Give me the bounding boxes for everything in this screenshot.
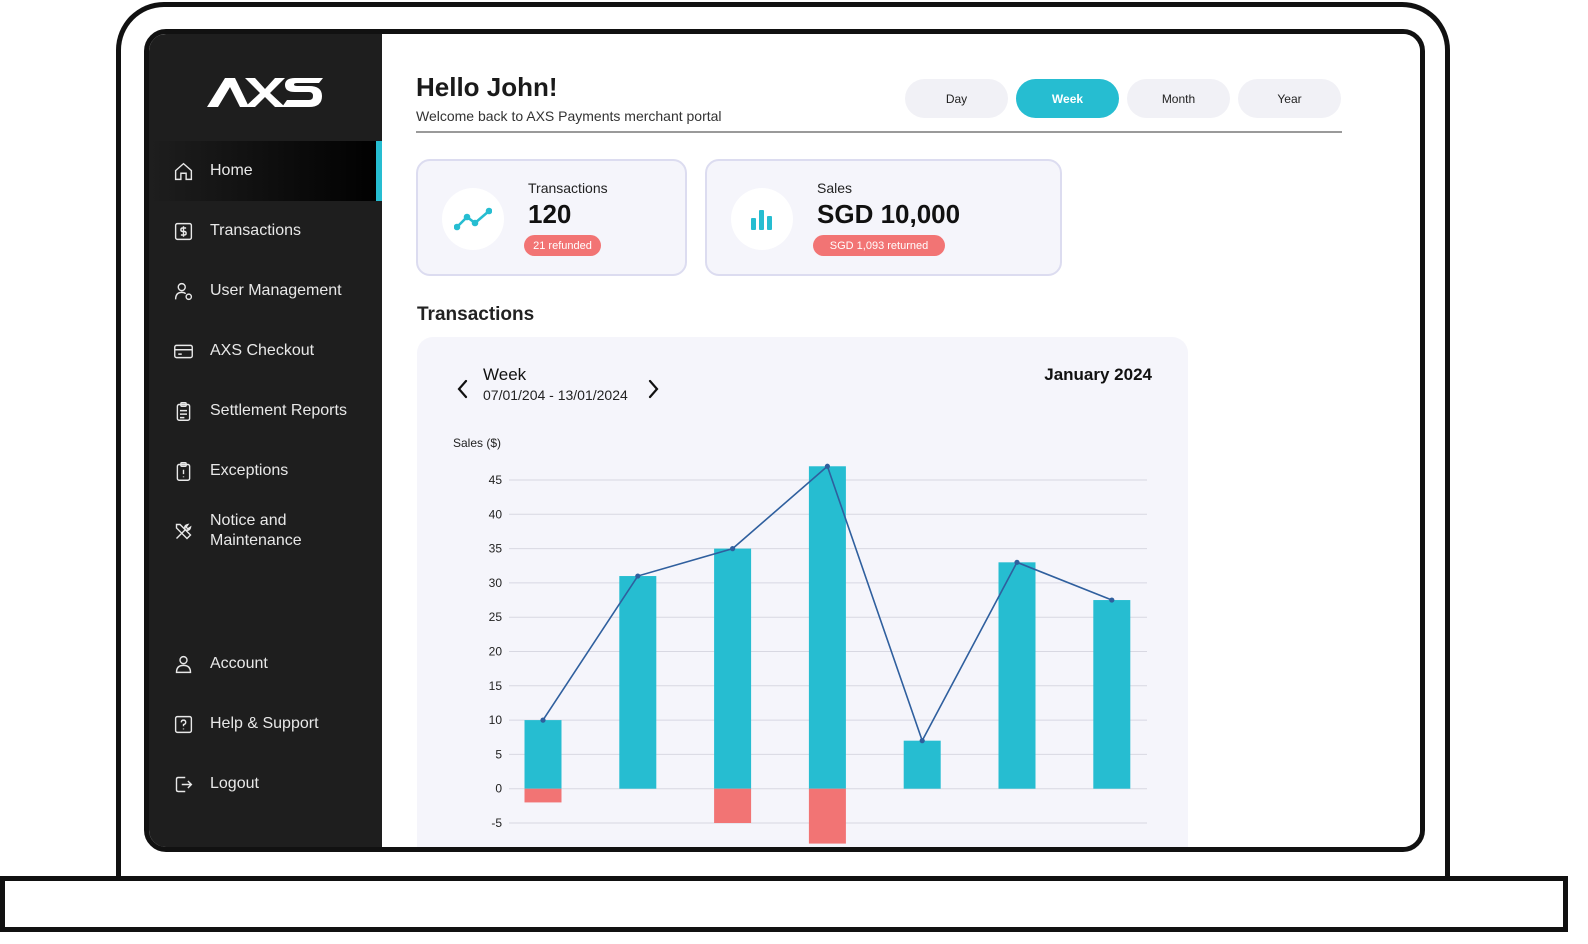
y-axis-label: Sales ($) xyxy=(453,436,501,450)
sidebar: Home Transactions User Management AXS Ch… xyxy=(149,34,382,847)
sidebar-item-user-management[interactable]: User Management xyxy=(149,261,382,321)
refunded-badge: 21 refunded xyxy=(524,235,601,256)
trend-point xyxy=(730,546,736,552)
y-tick-label: 45 xyxy=(489,473,503,487)
sales-bar xyxy=(1093,600,1131,789)
app-screen: Home Transactions User Management AXS Ch… xyxy=(144,29,1425,852)
clipboard-list-icon xyxy=(172,400,194,422)
main-content: Hello John! Welcome back to AXS Payments… xyxy=(382,34,1420,847)
y-tick-label: 20 xyxy=(489,645,503,659)
help-icon xyxy=(172,713,194,735)
trend-point xyxy=(540,717,546,723)
y-tick-label: -5 xyxy=(491,816,502,830)
y-tick-label: 30 xyxy=(489,576,503,590)
period-label: Week xyxy=(483,365,527,384)
user-icon xyxy=(172,653,194,675)
logout-icon xyxy=(172,773,194,795)
tools-icon xyxy=(172,520,194,542)
trend-point xyxy=(1014,559,1020,565)
period-day-button[interactable]: Day xyxy=(905,79,1008,118)
month-label: January 2024 xyxy=(1044,365,1152,384)
returned-badge: SGD 1,093 returned xyxy=(813,235,945,256)
y-tick-label: 35 xyxy=(489,542,503,556)
sidebar-item-logout[interactable]: Logout xyxy=(149,754,382,814)
sales-bar xyxy=(524,720,562,789)
transactions-section-title: Transactions xyxy=(417,304,535,325)
sidebar-item-label: Notice and Maintenance xyxy=(210,512,302,549)
sidebar-item-label: Exceptions xyxy=(210,462,289,479)
period-month-button[interactable]: Month xyxy=(1127,79,1230,118)
trend-point xyxy=(635,573,641,579)
y-tick-label: 25 xyxy=(489,610,503,624)
bar-chart-icon xyxy=(731,188,793,250)
sidebar-item-settlement-reports[interactable]: Settlement Reports xyxy=(149,381,382,441)
y-tick-label: 40 xyxy=(489,507,503,521)
trend-point xyxy=(1109,597,1115,603)
sales-bar-chart: Sales ($) 45 40 35 30 25 20 15 10 5 0 -5 xyxy=(453,436,1147,844)
y-tick-label: 15 xyxy=(489,679,503,693)
transactions-card-label: Transactions xyxy=(528,180,608,196)
sidebar-item-label: Settlement Reports xyxy=(210,402,347,419)
user-settings-icon xyxy=(172,280,194,302)
sidebar-item-home[interactable]: Home xyxy=(149,141,382,201)
sidebar-item-label: AXS Checkout xyxy=(210,342,315,359)
sales-bar xyxy=(808,466,846,789)
home-icon xyxy=(172,160,194,182)
sidebar-item-label: Help & Support xyxy=(210,715,319,732)
period-week-button[interactable]: Week xyxy=(1016,79,1119,118)
clipboard-alert-icon xyxy=(172,460,194,482)
page-title: Hello John! xyxy=(416,72,558,102)
returns-bar xyxy=(524,788,562,803)
welcome-text: Welcome back to AXS Payments merchant po… xyxy=(416,108,722,124)
laptop-base xyxy=(0,876,1568,932)
returns-bar xyxy=(714,788,752,823)
sales-summary-card: Sales SGD 10,000 SGD 1,093 returned xyxy=(705,159,1062,276)
sidebar-item-label: Logout xyxy=(210,775,259,792)
sales-bar xyxy=(714,548,752,789)
header-divider xyxy=(416,131,1342,133)
trend-point xyxy=(824,463,830,469)
dollar-receipt-icon xyxy=(172,220,194,242)
y-tick-label: 0 xyxy=(495,782,502,796)
sidebar-item-label: Account xyxy=(210,655,268,672)
transactions-card-value: 120 xyxy=(528,199,572,229)
sidebar-item-transactions[interactable]: Transactions xyxy=(149,201,382,261)
transactions-chart-panel: Week 07/01/204 - 13/01/2024 January 2024… xyxy=(417,337,1188,847)
sidebar-item-exceptions[interactable]: Exceptions xyxy=(149,441,382,501)
sidebar-item-help-support[interactable]: Help & Support xyxy=(149,694,382,754)
chevron-right-icon[interactable] xyxy=(643,377,663,401)
trend-line-icon xyxy=(442,188,504,250)
sales-card-label: Sales xyxy=(817,180,853,196)
date-range: 07/01/204 - 13/01/2024 xyxy=(483,387,628,403)
sidebar-item-label: Home xyxy=(210,162,253,179)
sidebar-item-label: Transactions xyxy=(210,222,301,239)
trend-point xyxy=(919,738,925,744)
axs-logo xyxy=(207,78,323,107)
returns-bar xyxy=(808,788,846,844)
transactions-summary-card: Transactions 120 21 refunded xyxy=(416,159,687,276)
credit-card-icon xyxy=(172,340,194,362)
y-tick-label: 5 xyxy=(495,747,502,761)
chevron-left-icon[interactable] xyxy=(453,377,473,401)
sidebar-item-account[interactable]: Account xyxy=(149,634,382,694)
sales-card-value: SGD 10,000 xyxy=(817,199,961,229)
sales-bar xyxy=(619,576,657,789)
sidebar-item-axs-checkout[interactable]: AXS Checkout xyxy=(149,321,382,381)
period-year-button[interactable]: Year xyxy=(1238,79,1341,118)
sidebar-item-notice-maintenance[interactable]: Notice and Maintenance xyxy=(149,501,382,561)
sales-bar xyxy=(998,562,1036,789)
sidebar-item-label: User Management xyxy=(210,282,342,299)
sales-bar xyxy=(903,740,941,789)
y-tick-label: 10 xyxy=(489,713,503,727)
